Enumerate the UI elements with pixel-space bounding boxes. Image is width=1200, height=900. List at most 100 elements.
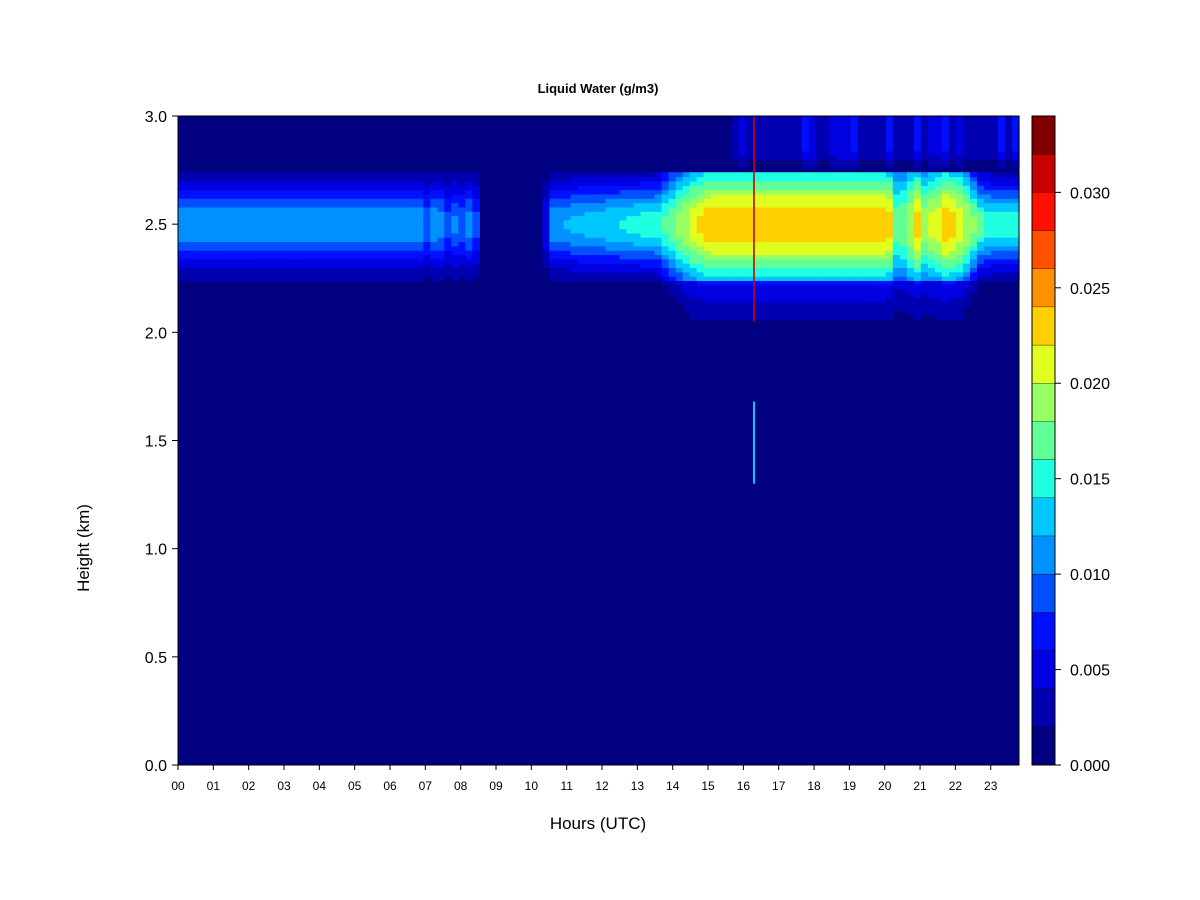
heatmap-cell [892,280,901,286]
heatmap-cell [815,124,824,130]
heatmap-cell [556,254,565,260]
heatmap-cell [752,224,761,230]
heatmap-cell [745,284,754,290]
heatmap-cell [1004,172,1013,178]
heatmap-cell [199,185,207,191]
heatmap-cell [332,215,340,221]
heatmap-cell [192,206,200,212]
heatmap-cell [913,163,922,169]
heatmap-cell [724,302,733,307]
heatmap-cell [927,180,936,186]
heatmap-cell [437,228,445,234]
heatmap-cell [703,315,712,320]
heatmap-cell [199,271,207,277]
heatmap-cell [598,193,607,199]
heatmap-cell [598,232,607,238]
heatmap-cell [444,219,452,225]
heatmap-cell [374,245,382,251]
heatmap-cell [409,263,417,269]
heatmap-cell [745,146,754,152]
heatmap-cell [178,258,186,264]
heatmap-cell [227,258,235,264]
heatmap-cell [241,237,249,243]
heatmap-cell [780,228,789,234]
heatmap-cell [899,241,908,247]
heatmap-cell [976,154,985,160]
heatmap-cell [598,267,607,273]
heatmap-cell [934,276,943,282]
heatmap-cell [710,293,719,299]
heatmap-cell [654,271,663,277]
heatmap-cell [283,276,291,282]
heatmap-cell [892,254,901,260]
heatmap-cell [430,276,438,282]
heatmap-cell [234,263,242,269]
heatmap-cell [913,310,922,316]
heatmap-cell [262,228,270,234]
heatmap-cell [325,202,333,208]
heatmap-cell [766,150,775,156]
heatmap-cell [829,150,838,156]
heatmap-cell [997,258,1006,264]
heatmap-cell [717,176,726,182]
heatmap-cell [703,267,712,273]
heatmap-cell [416,271,424,277]
heatmap-cell [766,193,775,199]
heatmap-cell [759,176,768,182]
heatmap-cell [787,189,796,195]
heatmap-cell [948,258,957,264]
heatmap-cell [633,211,642,217]
heatmap-cell [717,189,726,195]
heatmap-cell [724,237,733,243]
heatmap-cell [759,206,768,212]
heatmap-cell [696,315,705,320]
heatmap-cell [689,211,698,217]
heatmap-cell [913,215,922,221]
heatmap-cell [822,146,831,152]
heatmap-cell [864,154,873,160]
heatmap-cell [549,258,558,264]
heatmap-cell [808,280,817,286]
heatmap-cell [248,198,256,204]
heatmap-cell [955,146,964,152]
heatmap-cell [927,258,936,264]
heatmap-cell [850,297,859,303]
heatmap-cell [360,180,368,186]
heatmap-cell [297,198,305,204]
heatmap-cell [234,232,242,238]
heatmap-cell [1011,224,1020,230]
heatmap-cell [255,254,263,260]
heatmap-cell [836,276,845,282]
heatmap-cell [206,245,214,251]
heatmap-cell [584,206,593,212]
heatmap-cell [276,219,284,225]
heatmap-cell [955,245,964,251]
heatmap-cell [374,258,382,264]
heatmap-cell [227,198,235,204]
heatmap-cell [549,198,558,204]
heatmap-cell [626,198,635,204]
heatmap-cell [997,271,1006,277]
heatmap-cell [997,124,1006,130]
heatmap-cell [976,172,985,178]
heatmap-cell [836,310,845,316]
heatmap-cell [178,193,186,199]
heatmap-cell [465,193,473,199]
heatmap-cell [962,237,971,243]
heatmap-cell [248,276,256,282]
heatmap-cell [724,176,733,182]
heatmap-cell [549,250,558,256]
heatmap-cell [367,215,375,221]
heatmap-cell [283,189,291,195]
heatmap-cell [668,193,677,199]
heatmap-cell [801,189,810,195]
heatmap-cell [864,150,873,156]
heatmap-cell [780,245,789,251]
heatmap-cell [304,271,312,277]
heatmap-cell [815,154,824,160]
heatmap-cell [584,237,593,243]
heatmap-cell [745,116,754,121]
heatmap-cell [220,237,228,243]
heatmap-cell [241,176,249,182]
heatmap-cell [605,211,614,217]
